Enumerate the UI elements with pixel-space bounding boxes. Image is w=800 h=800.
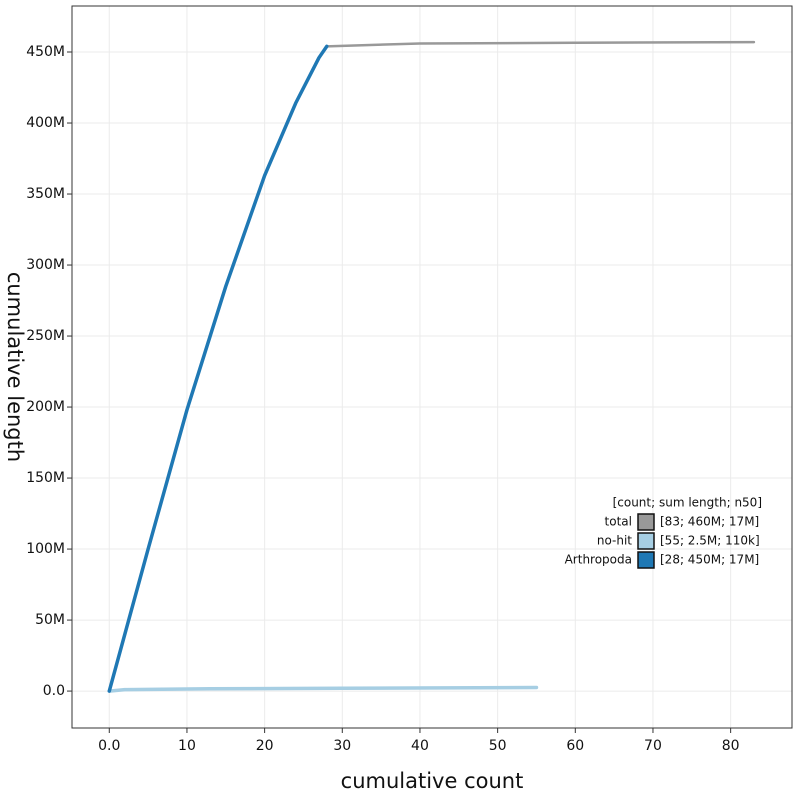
series-line [107, 685, 539, 693]
x-tick-label: 20 [256, 738, 274, 754]
legend-summary: [28; 450M; 17M] [660, 553, 759, 567]
series-line [108, 40, 756, 693]
y-tick-label: 350M [26, 186, 65, 202]
y-tick-label: 50M [35, 612, 65, 628]
y-tick-label: 250M [26, 328, 65, 344]
x-tick-label: 80 [722, 738, 740, 754]
legend-title: [count; sum length; n50] [613, 496, 762, 510]
series-line [107, 44, 329, 693]
legend-summary: [83; 460M; 17M] [660, 515, 759, 529]
x-axis-title: cumulative count [341, 769, 524, 793]
legend-summary: [55; 2.5M; 110k] [660, 534, 760, 548]
y-tick-label: 450M [26, 44, 65, 60]
x-tick-label: 50 [489, 738, 507, 754]
legend-label: total [605, 515, 632, 529]
x-tick-label: 60 [566, 738, 584, 754]
x-tick-label: 70 [644, 738, 662, 754]
legend-label: Arthropoda [565, 553, 632, 567]
y-tick-label: 150M [26, 470, 65, 486]
x-tick-label: 10 [178, 738, 196, 754]
x-tick-label: 30 [333, 738, 351, 754]
y-tick-label: 0.0 [43, 683, 65, 699]
plot-frame [71, 5, 793, 729]
legend-label: no-hit [597, 534, 632, 548]
y-tick-label: 300M [26, 257, 65, 273]
legend-swatch [637, 513, 655, 531]
y-tick-label: 200M [26, 399, 65, 415]
y-tick-label: 100M [26, 541, 65, 557]
legend-swatch [637, 551, 655, 569]
x-tick-label: 40 [411, 738, 429, 754]
x-tick-label: 0.0 [98, 738, 120, 754]
y-tick-label: 400M [26, 115, 65, 131]
legend-swatch [637, 532, 655, 550]
y-axis-title: cumulative length [3, 272, 27, 462]
